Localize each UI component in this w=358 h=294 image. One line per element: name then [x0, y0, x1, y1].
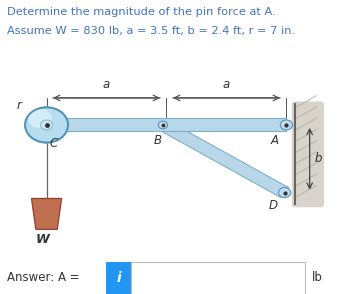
Circle shape	[40, 120, 53, 130]
Circle shape	[279, 188, 291, 198]
Text: r: r	[16, 99, 21, 112]
FancyBboxPatch shape	[47, 118, 286, 131]
FancyBboxPatch shape	[106, 262, 131, 294]
Circle shape	[158, 121, 168, 129]
Text: Assume W = 830 lb, a = 3.5 ft, b = 2.4 ft, r = 7 in.: Assume W = 830 lb, a = 3.5 ft, b = 2.4 f…	[7, 26, 295, 36]
Text: b: b	[314, 152, 322, 165]
Circle shape	[280, 120, 292, 130]
Text: A: A	[270, 134, 278, 147]
Text: lb: lb	[311, 271, 322, 284]
FancyBboxPatch shape	[292, 101, 324, 207]
Text: D: D	[268, 199, 277, 212]
Text: a: a	[223, 78, 230, 91]
Circle shape	[25, 107, 68, 143]
FancyBboxPatch shape	[131, 262, 305, 294]
Polygon shape	[159, 120, 289, 198]
Polygon shape	[32, 198, 62, 229]
Text: W: W	[36, 233, 49, 245]
Text: Answer: A =: Answer: A =	[7, 271, 80, 284]
Text: a: a	[103, 78, 110, 91]
Text: i: i	[116, 271, 121, 285]
Text: Determine the magnitude of the pin force at A.: Determine the magnitude of the pin force…	[7, 7, 276, 17]
Text: B: B	[154, 134, 162, 147]
Circle shape	[28, 109, 52, 128]
Text: C: C	[49, 137, 58, 150]
